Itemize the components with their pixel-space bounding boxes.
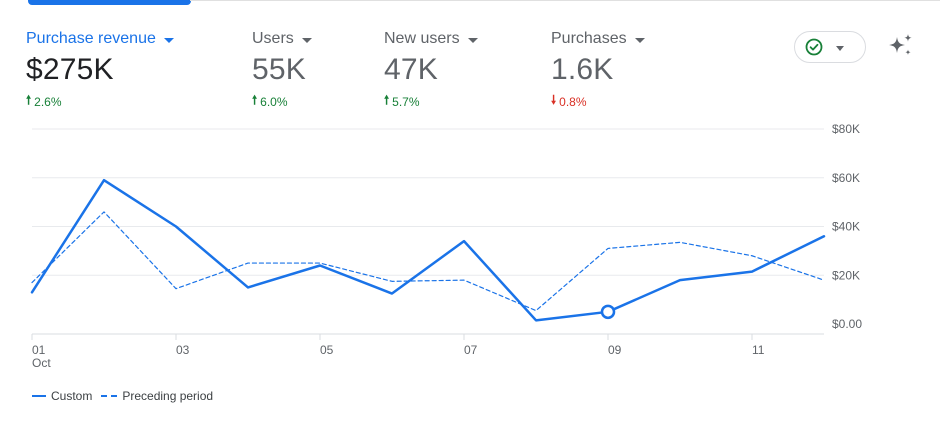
- metric-value: 1.6K: [551, 53, 614, 86]
- x-tick-label: 05: [320, 343, 334, 357]
- y-axis-labels: $0.00 $20K $40K $60K $80K: [832, 122, 862, 331]
- caret-down-icon: [836, 45, 844, 51]
- legend-item-custom[interactable]: Custom: [32, 389, 92, 403]
- legend-item-preceding-period[interactable]: Preceding period: [101, 389, 213, 403]
- metric-change-value: 2.6%: [34, 94, 62, 109]
- legend-label: Preceding period: [122, 389, 214, 403]
- metric-label: Purchases: [551, 30, 627, 47]
- x-tick-label: 11: [752, 343, 765, 357]
- metric-value: 55K: [252, 53, 306, 86]
- series-line-custom: [30, 178, 826, 322]
- x-tick-label: 01: [32, 343, 46, 357]
- metric-change: 🠗 0.8%: [551, 91, 645, 112]
- x-tick-sublabel: Oct: [32, 356, 51, 370]
- caret-down-icon: [634, 37, 645, 43]
- highlighted-point[interactable]: [600, 304, 616, 320]
- metric-label: Users: [252, 30, 294, 47]
- y-tick-label: $0.00: [832, 317, 862, 331]
- metric-selector[interactable]: Users: [252, 30, 312, 48]
- metric-selector[interactable]: Purchases: [551, 30, 645, 48]
- x-tick-label: 03: [176, 343, 190, 357]
- metric-change: 🠕 2.6%: [26, 91, 174, 112]
- caret-down-icon: [467, 37, 478, 43]
- series-line-preceding-period: [31, 211, 825, 312]
- metric-selector[interactable]: Purchase revenue: [26, 30, 174, 48]
- metric-label: Purchase revenue: [26, 30, 156, 47]
- metric-new-users[interactable]: New users 47K 🠕 5.7%: [384, 30, 478, 112]
- chart-series: [30, 178, 826, 322]
- metric-selector[interactable]: New users: [384, 30, 478, 48]
- x-tick-label: 07: [464, 343, 478, 357]
- metric-purchases[interactable]: Purchases 1.6K 🠗 0.8%: [551, 30, 645, 112]
- metric-label: New users: [384, 30, 460, 47]
- caret-down-icon: [301, 37, 312, 43]
- metric-users[interactable]: Users 55K 🠕 6.0%: [252, 30, 312, 112]
- legend-swatch-solid: [32, 395, 46, 397]
- metric-change-value: 0.8%: [559, 94, 587, 109]
- arrow-up-icon: 🠕: [384, 93, 390, 107]
- x-tick-label: 09: [608, 343, 622, 357]
- y-tick-label: $40K: [832, 220, 860, 234]
- status-dropdown-button[interactable]: [794, 31, 866, 63]
- metric-change: 🠕 6.0%: [252, 91, 312, 112]
- check-circle-icon: [805, 38, 823, 56]
- metric-value: $275K: [26, 53, 114, 86]
- arrow-up-icon: 🠕: [26, 93, 32, 107]
- chart-legend: Custom Preceding period: [32, 389, 222, 403]
- legend-swatch-dashed: [101, 395, 118, 397]
- active-tab-indicator: [28, 0, 191, 5]
- metric-value: 47K: [384, 53, 438, 86]
- y-tick-label: $20K: [832, 268, 860, 282]
- metric-change: 🠕 5.7%: [384, 91, 478, 112]
- metric-change-value: 5.7%: [392, 94, 420, 109]
- metric-purchase-revenue[interactable]: Purchase revenue $275K 🠕 2.6%: [26, 30, 174, 112]
- legend-label: Custom: [51, 389, 93, 403]
- metric-change-value: 6.0%: [260, 94, 288, 109]
- y-tick-label: $60K: [832, 171, 860, 185]
- arrow-up-icon: 🠕: [252, 93, 258, 107]
- sparkle-icon[interactable]: [884, 30, 916, 62]
- chart-grid: [31, 128, 824, 340]
- arrow-down-icon: 🠗: [551, 93, 557, 107]
- caret-down-icon: [163, 37, 174, 43]
- y-tick-label: $80K: [832, 122, 860, 136]
- top-divider: [190, 0, 940, 1]
